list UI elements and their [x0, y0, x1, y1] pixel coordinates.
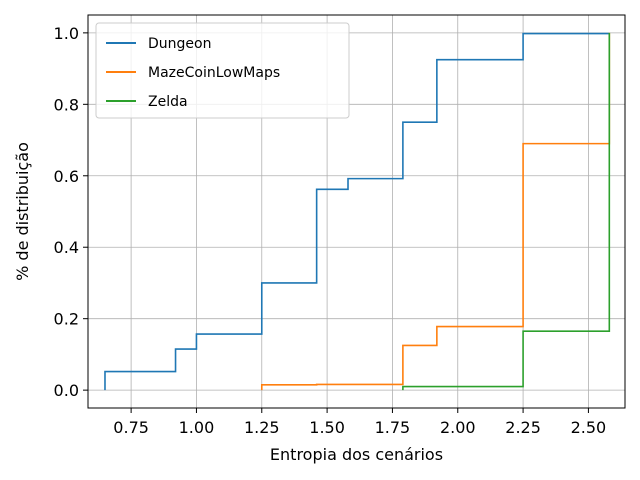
plot-frame	[87, 14, 626, 409]
y-tick-label: 0.0	[54, 381, 79, 400]
x-tick-label: 1.75	[375, 418, 411, 437]
series-lines	[104, 32, 611, 391]
legend: Dungeon MazeCoinLowMaps Zelda	[95, 22, 350, 119]
legend-label-zelda: Zelda	[148, 94, 188, 110]
x-tick-label: 1.50	[309, 418, 345, 437]
x-tick-label: 1.00	[179, 418, 215, 437]
y-tick-label: 0.2	[54, 310, 79, 329]
y-tick-label: 1.0	[54, 24, 79, 43]
series-line-zelda	[402, 32, 611, 391]
y-tick-label: 0.6	[54, 167, 79, 186]
series-line-mazecoinlowmaps	[260, 32, 611, 391]
y-axis-label: % de distribuição	[13, 142, 32, 281]
y-tick-label: 0.8	[54, 95, 79, 114]
x-tick-label: 1.25	[244, 418, 280, 437]
x-tick-label: 2.25	[505, 418, 541, 437]
x-axis-label: Entropia dos cenários	[270, 445, 443, 464]
x-tick-label: 2.00	[440, 418, 476, 437]
x-tick-label: 2.50	[571, 418, 607, 437]
legend-label-mazecoinlowmaps: MazeCoinLowMaps	[148, 65, 280, 81]
x-tick-label: 0.75	[113, 418, 149, 437]
y-tick-label: 0.4	[54, 238, 79, 257]
legend-label-dungeon: Dungeon	[148, 36, 211, 52]
series-line-dungeon	[104, 32, 610, 391]
legend-box	[95, 22, 350, 119]
x-axis-ticks: 0.75 1.00 1.25 1.50 1.75 2.00 2.25 2.50	[113, 408, 606, 437]
y-axis-ticks: 0.0 0.2 0.4 0.6 0.8 1.0	[54, 24, 88, 400]
